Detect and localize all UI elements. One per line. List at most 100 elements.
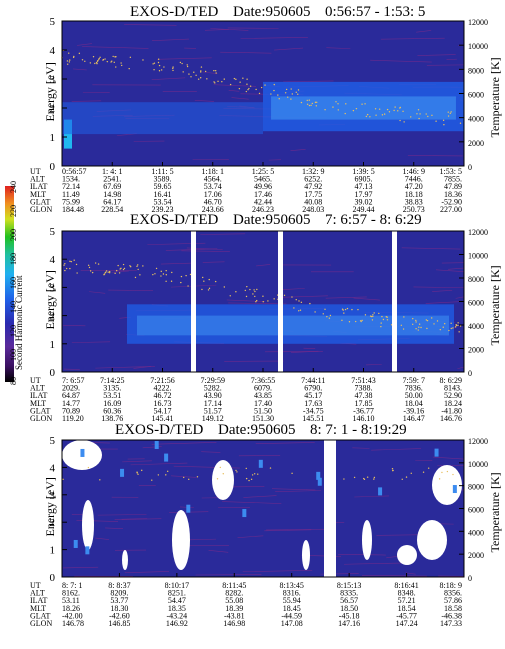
colorbar-tick-label: 120 — [9, 325, 18, 337]
panel-3-temperature-point — [401, 478, 403, 480]
panel-1-ytick-right-label: 10000 — [468, 42, 488, 51]
panel-1-temperature-point — [233, 77, 236, 80]
panel-2-temperature-point — [117, 264, 119, 267]
panel-1-temperature-point — [114, 56, 116, 58]
panel-2-temperature-point — [223, 286, 226, 288]
panel-2-temperature-point — [402, 328, 405, 330]
panel-1-temperature-point — [378, 108, 381, 110]
panel-2-table-cell: 45.17 — [304, 391, 322, 400]
panel-1-temperature-point — [199, 77, 202, 79]
panel-2-table-cell: 8143. — [444, 384, 462, 393]
panel-2-temperature-point — [155, 267, 158, 270]
panel-2-temperature-point — [118, 272, 121, 274]
panel-3-spot — [378, 487, 383, 496]
panel-3-spot — [186, 504, 191, 513]
panel-2-temperature-point — [371, 319, 374, 321]
panel-1-table-cell: 3589. — [154, 175, 172, 184]
panel-3-date: Date:950605 — [218, 422, 295, 438]
panel-2-table-cell: 6790. — [304, 384, 322, 393]
panel-1-temperature-point — [115, 66, 117, 68]
panel-1-table-cell: 47.13 — [355, 182, 373, 191]
panel-1-temperature-point — [217, 80, 219, 83]
panel-2-temperature-point — [64, 269, 66, 272]
panel-1-temperature-point — [369, 116, 371, 118]
panel-1-temperature-point — [158, 70, 161, 72]
panel-2-temperature-point — [298, 300, 300, 302]
panel-1-temperature-point — [364, 103, 366, 105]
panel-3-table-cell: 146.98 — [223, 619, 245, 628]
panel-3-table-cell: -44.59 — [281, 611, 302, 620]
panel-2-temperature-point — [300, 301, 303, 304]
panel-1-temperature-point — [69, 59, 71, 61]
panel-2-temperature-point — [108, 270, 111, 273]
panel-3-temperature-point — [245, 477, 248, 480]
panel-2-temperature-point — [262, 295, 264, 297]
panel-3-table-cell: -43.81 — [224, 611, 245, 620]
panel-2-temperature-point — [139, 274, 141, 276]
panel-2-data-gap — [392, 231, 397, 372]
panel-1-temperature-point — [315, 105, 318, 107]
panel-2-temperature-point — [162, 273, 165, 275]
panel-3-temperature-point — [166, 470, 169, 473]
panel-1-table-cell: 59.65 — [154, 182, 172, 191]
panel-1-temperature-point — [188, 73, 190, 75]
panel-2-date: Date:950605 — [233, 212, 310, 228]
panel-3-table-cell: 8:16:41 — [394, 581, 418, 590]
panel-3-temperature-point — [405, 476, 408, 478]
panel-2-contour-line — [226, 299, 266, 302]
panel-1-table-cell: 39.02 — [355, 197, 373, 206]
panel-1-contour-line — [194, 100, 215, 102]
panel-2-temperature-point — [246, 285, 248, 288]
panel-3-ytick-right-label: 8000 — [468, 483, 484, 492]
panel-3-contour-line — [338, 554, 386, 556]
panel-2-table-cell: 138.76 — [101, 414, 123, 423]
panel-1-temperature-point — [172, 69, 174, 72]
panel-1-temperature-point — [285, 88, 288, 91]
panel-1-ytick-right-label: 2000 — [468, 139, 484, 148]
panel-3-table-cell: 8316. — [283, 589, 301, 598]
panel-1-row-label: MLT — [30, 190, 46, 199]
panel-1-temperature-point — [365, 115, 368, 118]
panel-1-temperature-point — [399, 119, 401, 122]
panel-1-temperature-point — [397, 110, 399, 112]
panel-2-contour-line — [277, 295, 328, 298]
panel-3-contour-line — [95, 537, 110, 540]
panel-3-temperature-point — [438, 478, 441, 480]
panel-3-temperature-point — [219, 466, 222, 469]
panel-2-temperature-point — [115, 269, 118, 272]
panel-3-temperature-point — [99, 479, 101, 481]
panel-2-contour-line — [202, 261, 225, 263]
panel-1-table-cell: 53.54 — [154, 197, 172, 206]
panel-1-temperature-point — [418, 117, 420, 120]
panel-1-table-cell: 1:11: 5 — [151, 167, 173, 176]
panel-2-temperature-point — [253, 289, 255, 291]
panel-3-contour-line — [105, 527, 124, 530]
panel-3-spot — [242, 509, 247, 518]
panel-1-temperature-point — [68, 52, 70, 54]
panel-2-table-cell: 119.20 — [62, 414, 84, 423]
panel-3-contour-line — [208, 550, 229, 553]
panel-3-table-cell: 56.57 — [340, 596, 358, 605]
panel-1-temperature-point — [260, 86, 263, 89]
panel-2-time-range: 7: 6:57 - 8: 6:29 — [325, 212, 422, 228]
panel-3-table-cell: -46.38 — [441, 611, 462, 620]
panel-2-temperature-point — [87, 264, 90, 267]
panel-3-temperature-point — [269, 467, 272, 469]
panel-1-contour-line — [76, 43, 92, 46]
panel-2-table-cell: -39.16 — [403, 406, 424, 415]
panel-1-temperature-point — [66, 60, 69, 62]
panel-2-temperature-point — [122, 268, 125, 271]
panel-3-temperature-point — [183, 476, 185, 479]
colorbar-tick-label: 200 — [9, 229, 18, 241]
panel-1-temperature-point — [442, 119, 445, 122]
panel-3-table-cell: -45.18 — [339, 611, 360, 620]
panel-1-contour-line — [228, 90, 240, 92]
panel-2-temperature-point — [97, 263, 100, 265]
panel-2-row-label: ILAT — [30, 391, 47, 400]
panel-2-temperature-point — [357, 308, 359, 311]
panel-1-table-cell: 75.99 — [62, 197, 80, 206]
panel-2-temperature-point — [245, 295, 248, 298]
panel-3-spot — [73, 539, 78, 548]
panel-2-temperature-point — [450, 327, 452, 330]
panel-1-temperature-point — [393, 109, 395, 112]
